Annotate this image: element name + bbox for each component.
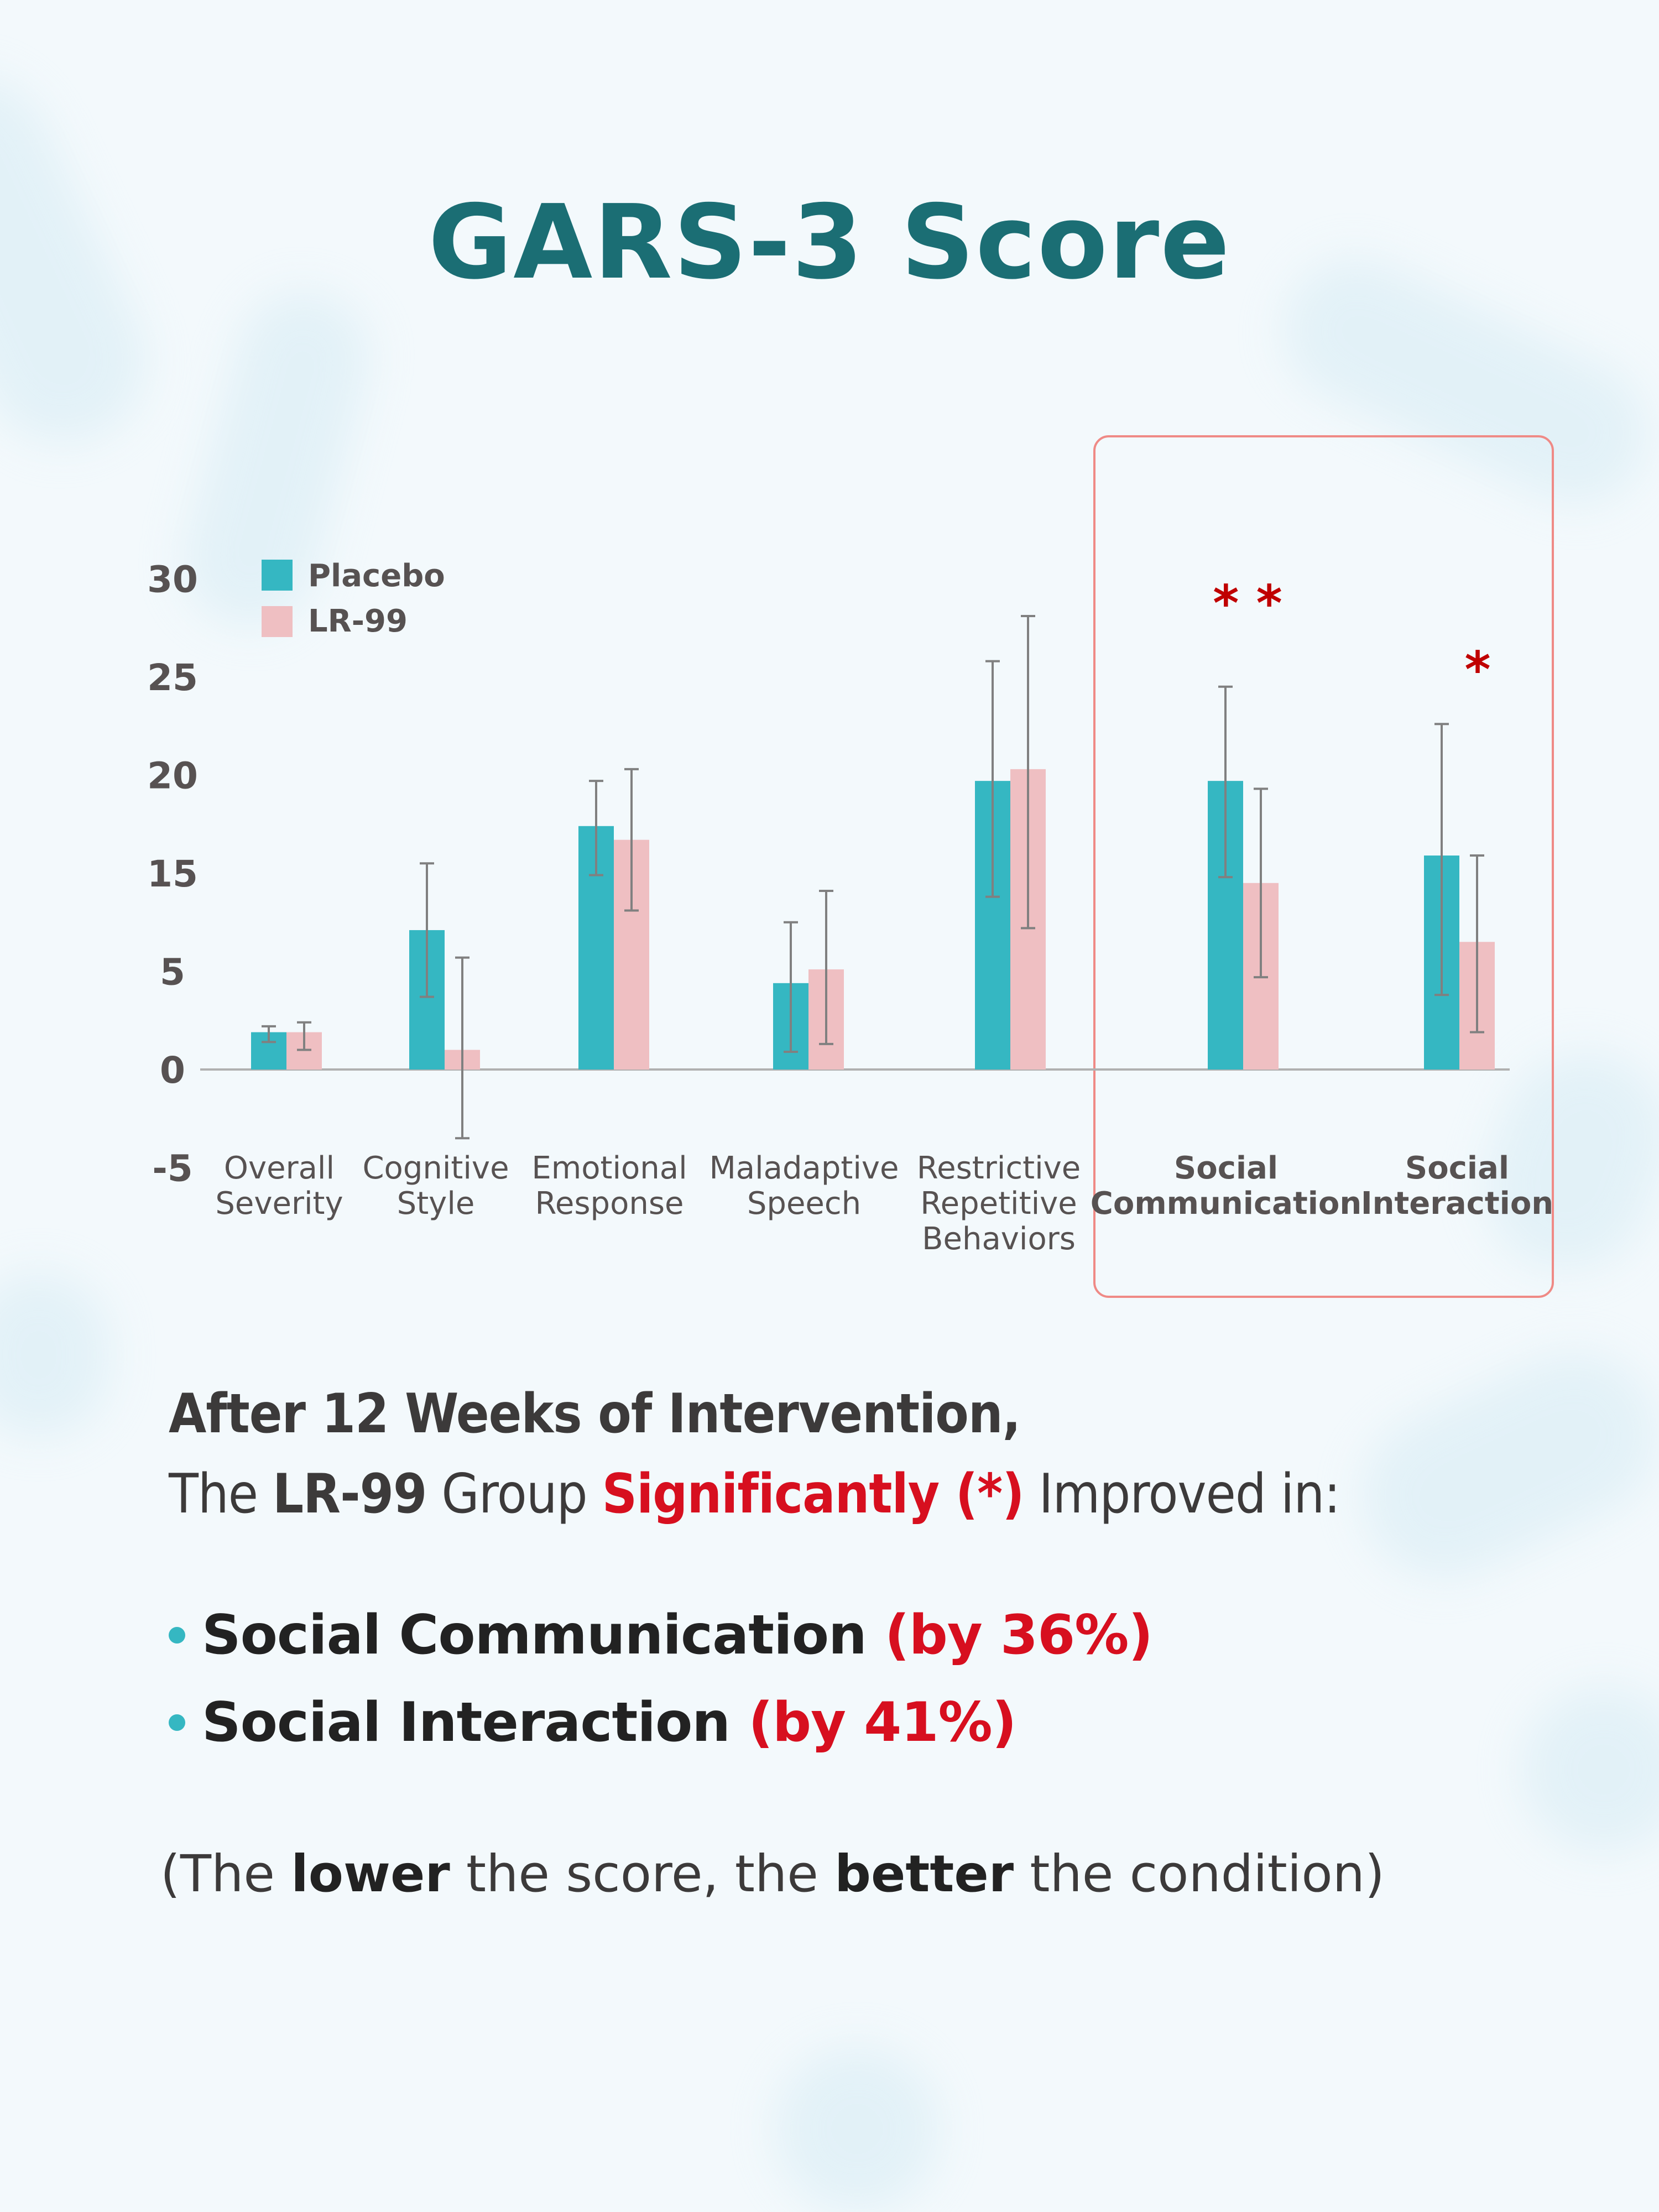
summary-line-2: The LR-99 Group Significantly (*) Improv… <box>169 1463 1340 1526</box>
error-bar <box>1434 723 1449 997</box>
x-category-label: Social Communication <box>1091 1150 1362 1222</box>
x-category-label: Social Interaction <box>1361 1150 1553 1222</box>
footnote: (The lower the score, the better the con… <box>160 1844 1385 1903</box>
page-title: GARS-3 Score <box>428 182 1231 302</box>
y-tick-label: 5 <box>160 951 185 994</box>
summary-mid: Group <box>426 1463 602 1526</box>
error-bar <box>1218 685 1233 879</box>
bullet-dot-icon <box>169 1627 185 1644</box>
note-text: the condition) <box>1014 1844 1385 1903</box>
legend-swatch-lr99 <box>262 606 293 637</box>
error-bar <box>262 1025 276 1044</box>
x-category-label: Overall Severity <box>215 1150 343 1222</box>
bar-chart: 30 25 20 15 5 0 -5 Overall Severity Cognitive Sty… <box>147 558 1553 1257</box>
x-category-label: Emotional Response <box>531 1150 687 1222</box>
summary-product: LR-99 <box>272 1463 427 1526</box>
bullet-change: (by 41%) <box>748 1691 1016 1754</box>
error-bar <box>624 768 639 912</box>
note-bold-better: better <box>834 1844 1014 1903</box>
x-axis-labels: Overall Severity Cognitive Style Emotional Re… <box>215 1150 1553 1257</box>
y-tick-label: 30 <box>147 559 198 601</box>
significance-star: * * <box>1213 575 1282 633</box>
error-bar <box>589 780 603 877</box>
y-tick-label: 0 <box>160 1049 185 1092</box>
x-category-label: Restrictive Repetitive Behaviors <box>917 1150 1081 1257</box>
y-tick-label: 25 <box>147 656 198 699</box>
summary-prefix: The <box>169 1463 273 1526</box>
bars <box>251 769 1495 1070</box>
bullet-social-interaction: Social Interaction (by 41%) <box>169 1691 1016 1754</box>
error-bar <box>784 921 798 1053</box>
error-bar <box>420 862 434 998</box>
bullet-social-communication: Social Communication (by 36%) <box>169 1604 1153 1667</box>
summary-suffix: Improved in: <box>1024 1463 1340 1526</box>
significance-markers: * * * <box>1213 575 1490 699</box>
error-bar <box>1021 614 1035 930</box>
bullet-label: Social Interaction <box>202 1691 731 1754</box>
legend: Placebo LR-99 <box>262 558 445 639</box>
note-text: the score, the <box>450 1844 835 1903</box>
y-tick-label: 15 <box>147 853 198 895</box>
note-text: (The <box>160 1844 291 1903</box>
error-bars <box>262 614 1484 1140</box>
bullet-label: Social Communication <box>202 1604 867 1667</box>
error-bar <box>1254 787 1268 979</box>
error-bar <box>819 889 833 1045</box>
y-tick-label: 20 <box>147 755 198 797</box>
bullet-change: (by 36%) <box>884 1604 1153 1667</box>
note-bold-lower: lower <box>291 1844 450 1903</box>
error-bar <box>985 660 1000 898</box>
legend-label-lr99: LR-99 <box>308 603 408 639</box>
summary-significance: Significantly (*) <box>602 1463 1025 1526</box>
x-category-label: Maladaptive Speech <box>709 1150 899 1222</box>
y-tick-label: -5 <box>152 1147 192 1190</box>
legend-swatch-placebo <box>262 560 293 591</box>
x-category-label: Cognitive Style <box>362 1150 509 1222</box>
significance-star: * <box>1464 641 1490 699</box>
error-bar <box>455 956 469 1140</box>
summary-line-1: After 12 Weeks of Intervention, <box>169 1383 1021 1446</box>
error-bar <box>1470 854 1484 1034</box>
error-bar <box>297 1021 311 1051</box>
legend-label-placebo: Placebo <box>308 558 445 594</box>
y-axis: 30 25 20 15 5 0 -5 <box>147 559 198 1190</box>
significance-highlight-box <box>1093 435 1554 1298</box>
bullet-dot-icon <box>169 1714 185 1731</box>
